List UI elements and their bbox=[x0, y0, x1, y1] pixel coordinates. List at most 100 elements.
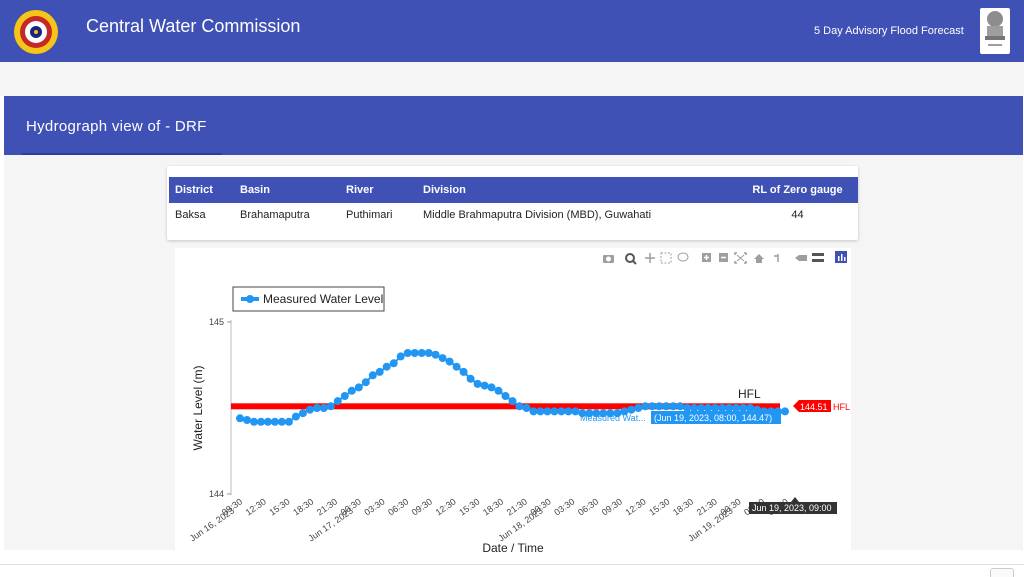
data-point[interactable] bbox=[578, 409, 587, 418]
scroll-to-top-button[interactable] bbox=[990, 568, 1014, 577]
data-point[interactable] bbox=[243, 416, 251, 424]
data-point[interactable] bbox=[508, 397, 517, 406]
station-info-card: District Basin River Division RL of Zero… bbox=[167, 166, 858, 240]
data-point[interactable] bbox=[263, 417, 272, 426]
data-point[interactable] bbox=[466, 374, 475, 383]
hover-compare-icon[interactable] bbox=[812, 253, 824, 262]
data-point[interactable] bbox=[606, 409, 615, 418]
data-point[interactable] bbox=[487, 383, 496, 392]
data-point[interactable] bbox=[599, 409, 608, 418]
data-point[interactable] bbox=[403, 349, 412, 357]
data-point[interactable] bbox=[333, 397, 342, 406]
data-point[interactable] bbox=[284, 417, 293, 426]
data-point[interactable] bbox=[620, 407, 629, 416]
advisory-link[interactable]: 5 Day Advisory Flood Forecast bbox=[814, 25, 964, 37]
data-point[interactable] bbox=[732, 404, 741, 412]
x-tick-label: 03:30 bbox=[362, 496, 386, 517]
data-point[interactable] bbox=[697, 404, 706, 412]
camera-icon[interactable] bbox=[603, 255, 614, 263]
data-point[interactable] bbox=[452, 362, 461, 371]
data-point[interactable] bbox=[347, 386, 356, 395]
data-point[interactable] bbox=[445, 357, 454, 366]
data-point[interactable] bbox=[361, 378, 370, 387]
hover-closest-icon[interactable] bbox=[795, 255, 807, 261]
autoscale-icon[interactable] bbox=[734, 252, 747, 264]
data-point[interactable] bbox=[592, 409, 601, 418]
data-point[interactable] bbox=[270, 417, 279, 426]
data-point[interactable] bbox=[368, 371, 377, 380]
lasso-select-icon[interactable] bbox=[677, 252, 689, 262]
x-tick-label: 15:30 bbox=[457, 496, 481, 517]
data-point[interactable] bbox=[669, 402, 678, 411]
x-tick-text: Jun 18, 2023 bbox=[496, 505, 544, 543]
data-point[interactable] bbox=[501, 392, 510, 400]
data-point[interactable] bbox=[431, 350, 440, 359]
box-select-icon[interactable] bbox=[660, 252, 672, 264]
data-point[interactable] bbox=[683, 404, 692, 412]
data-point[interactable] bbox=[536, 407, 545, 416]
data-point[interactable] bbox=[627, 405, 636, 414]
data-point[interactable] bbox=[571, 407, 580, 416]
data-point[interactable] bbox=[236, 414, 244, 423]
data-point[interactable] bbox=[522, 404, 531, 412]
x-tick-label: 12:30 bbox=[244, 496, 268, 517]
data-point[interactable] bbox=[718, 404, 727, 412]
data-point[interactable] bbox=[550, 407, 559, 416]
data-point[interactable] bbox=[382, 362, 391, 371]
plotly-logo-icon[interactable] bbox=[835, 251, 847, 263]
data-point[interactable] bbox=[298, 409, 307, 418]
data-point[interactable] bbox=[480, 381, 489, 390]
data-point[interactable] bbox=[711, 404, 720, 412]
data-point[interactable] bbox=[557, 407, 566, 416]
zoom-icon[interactable] bbox=[625, 253, 637, 265]
cwc-logo[interactable] bbox=[13, 9, 59, 55]
data-point[interactable] bbox=[319, 404, 328, 412]
spike-lines-icon[interactable] bbox=[774, 254, 779, 262]
data-point[interactable] bbox=[613, 409, 622, 418]
data-point[interactable] bbox=[250, 417, 258, 426]
data-point[interactable] bbox=[305, 405, 314, 414]
data-point[interactable] bbox=[424, 349, 433, 357]
data-point[interactable] bbox=[375, 367, 384, 376]
data-point[interactable] bbox=[515, 402, 524, 411]
data-point[interactable] bbox=[529, 407, 538, 416]
x-tick-label: 18:30 bbox=[481, 496, 505, 517]
data-point[interactable] bbox=[543, 407, 552, 416]
data-point[interactable] bbox=[781, 407, 789, 416]
data-point[interactable] bbox=[417, 349, 426, 357]
hfl-value-tag: 144.51 HFL bbox=[793, 400, 850, 412]
data-point[interactable] bbox=[690, 404, 699, 412]
zoom-in-icon[interactable] bbox=[702, 253, 711, 262]
data-point[interactable] bbox=[585, 409, 594, 418]
data-point[interactable] bbox=[291, 412, 300, 421]
data-point[interactable] bbox=[396, 352, 405, 361]
data-point[interactable] bbox=[277, 417, 286, 426]
data-point[interactable] bbox=[459, 367, 468, 376]
data-point[interactable] bbox=[655, 402, 664, 411]
legend[interactable]: Measured Water Level bbox=[232, 286, 385, 312]
data-point[interactable] bbox=[438, 354, 447, 363]
data-point[interactable] bbox=[662, 402, 671, 411]
data-point[interactable] bbox=[564, 407, 573, 416]
zoom-out-icon[interactable] bbox=[719, 253, 728, 262]
data-point[interactable] bbox=[473, 379, 482, 388]
data-point[interactable] bbox=[725, 404, 734, 412]
data-point[interactable] bbox=[389, 359, 398, 368]
reset-axes-icon[interactable] bbox=[754, 254, 764, 263]
data-point[interactable] bbox=[676, 402, 685, 411]
data-point[interactable] bbox=[354, 383, 363, 392]
data-point[interactable] bbox=[641, 402, 650, 411]
pan-icon[interactable] bbox=[645, 253, 655, 263]
data-point[interactable] bbox=[312, 404, 321, 412]
data-point[interactable] bbox=[257, 417, 265, 426]
data-point[interactable] bbox=[410, 349, 419, 357]
data-point[interactable] bbox=[340, 392, 349, 400]
data-point[interactable] bbox=[648, 402, 657, 411]
data-point[interactable] bbox=[704, 404, 713, 412]
data-point[interactable] bbox=[494, 386, 503, 395]
data-point[interactable] bbox=[326, 402, 335, 411]
data-point[interactable] bbox=[634, 404, 643, 412]
data-point[interactable] bbox=[739, 404, 748, 412]
data-point[interactable] bbox=[746, 404, 755, 412]
